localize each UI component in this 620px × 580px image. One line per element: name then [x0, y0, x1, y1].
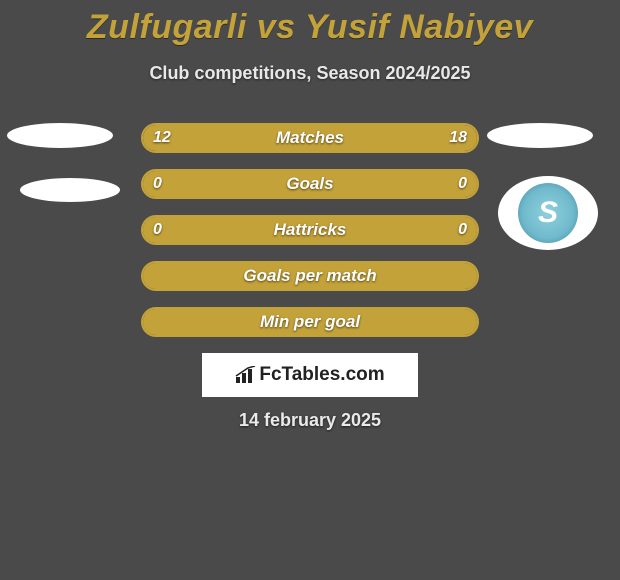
stat-row: 00Hattricks	[141, 215, 479, 245]
page-subtitle: Club competitions, Season 2024/2025	[0, 63, 620, 84]
player1-badge-top	[7, 123, 113, 148]
stat-label: Hattricks	[143, 217, 477, 243]
brand-text: FcTables.com	[259, 364, 384, 386]
stat-row: Goals per match	[141, 261, 479, 291]
brand-box[interactable]: FcTables.com	[202, 353, 418, 397]
stats-column: 1218Matches 00Goals 00Hattricks Goals per m…	[141, 123, 479, 353]
club-logo-icon: S	[518, 183, 578, 243]
player1-badge-bottom	[20, 178, 120, 202]
stat-row: 00Goals	[141, 169, 479, 199]
stat-label: Matches	[143, 125, 477, 151]
stat-label: Goals	[143, 171, 477, 197]
player2-club-badge: S	[498, 176, 598, 250]
bars-icon	[235, 366, 257, 384]
date-label: 14 february 2025	[0, 410, 620, 431]
player2-badge-top	[487, 123, 593, 148]
stat-row: Min per goal	[141, 307, 479, 337]
brand-label: FcTables.com	[235, 364, 384, 386]
stat-row: 1218Matches	[141, 123, 479, 153]
page-title: Zulfugarli vs Yusif Nabiyev	[0, 0, 620, 47]
stat-label: Goals per match	[143, 263, 477, 289]
stat-label: Min per goal	[143, 309, 477, 335]
